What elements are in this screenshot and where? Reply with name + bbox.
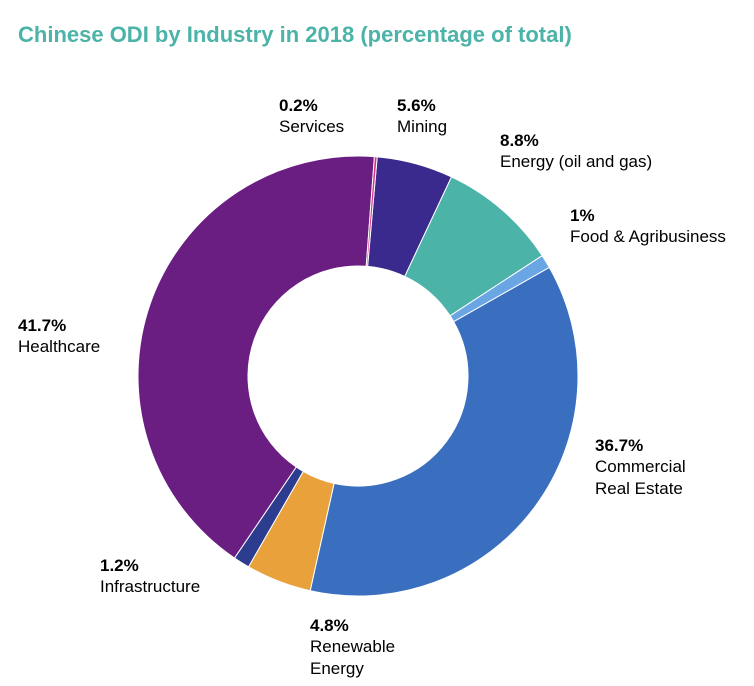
chart-title: Chinese ODI by Industry in 2018 (percent… (18, 22, 572, 48)
label-name: CommercialReal Estate (595, 456, 686, 499)
label-name: Food & Agribusiness (570, 226, 726, 247)
label-name: Mining (397, 116, 447, 137)
label-name: RenewableEnergy (310, 636, 395, 679)
label-pct: 0.2% (279, 95, 344, 116)
slice-commercial-real-estate (310, 267, 578, 596)
label-pct: 4.8% (310, 615, 395, 636)
label-renewable-energy: 4.8%RenewableEnergy (310, 615, 395, 679)
label-name: Energy (oil and gas) (500, 151, 652, 172)
label-pct: 8.8% (500, 130, 652, 151)
label-energy-oil-and-gas-: 8.8%Energy (oil and gas) (500, 130, 652, 173)
label-services: 0.2%Services (279, 95, 344, 138)
label-mining: 5.6%Mining (397, 95, 447, 138)
label-pct: 1.2% (100, 555, 200, 576)
label-name: Services (279, 116, 344, 137)
label-pct: 1% (570, 205, 726, 226)
label-healthcare: 41.7%Healthcare (18, 315, 100, 358)
label-pct: 36.7% (595, 435, 686, 456)
label-name: Infrastructure (100, 576, 200, 597)
label-commercial-real-estate: 36.7%CommercialReal Estate (595, 435, 686, 499)
label-infrastructure: 1.2%Infrastructure (100, 555, 200, 598)
label-food-agribusiness: 1%Food & Agribusiness (570, 205, 726, 248)
donut-chart (136, 154, 580, 598)
label-pct: 5.6% (397, 95, 447, 116)
label-pct: 41.7% (18, 315, 100, 336)
label-name: Healthcare (18, 336, 100, 357)
